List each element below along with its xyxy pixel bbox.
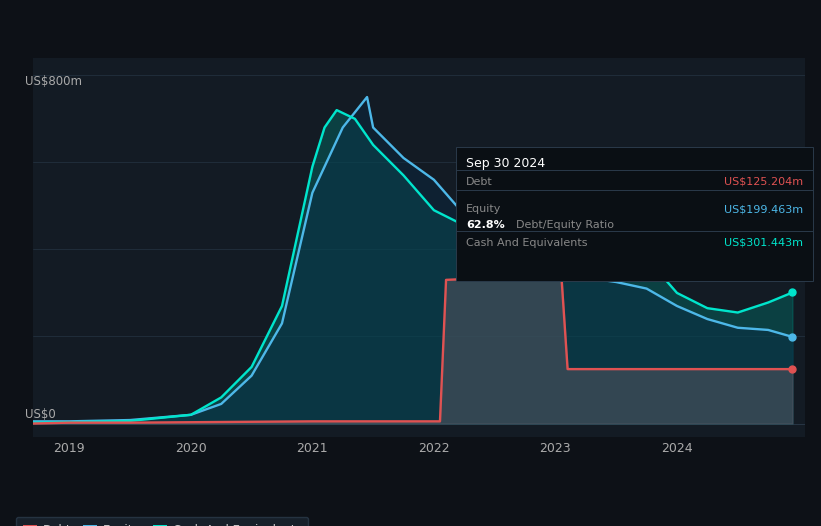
Text: US$0: US$0	[25, 408, 56, 421]
Text: US$301.443m: US$301.443m	[724, 238, 803, 248]
Text: Sep 30 2024: Sep 30 2024	[466, 157, 545, 170]
Text: US$800m: US$800m	[25, 75, 82, 88]
Text: Equity: Equity	[466, 204, 502, 214]
Text: Debt: Debt	[466, 177, 493, 187]
Text: Debt/Equity Ratio: Debt/Equity Ratio	[516, 220, 613, 230]
Text: US$125.204m: US$125.204m	[724, 177, 803, 187]
Legend: Debt, Equity, Cash And Equivalents: Debt, Equity, Cash And Equivalents	[16, 517, 309, 526]
Text: 62.8%: 62.8%	[466, 220, 505, 230]
Text: US$199.463m: US$199.463m	[724, 204, 803, 214]
Text: Cash And Equivalents: Cash And Equivalents	[466, 238, 588, 248]
